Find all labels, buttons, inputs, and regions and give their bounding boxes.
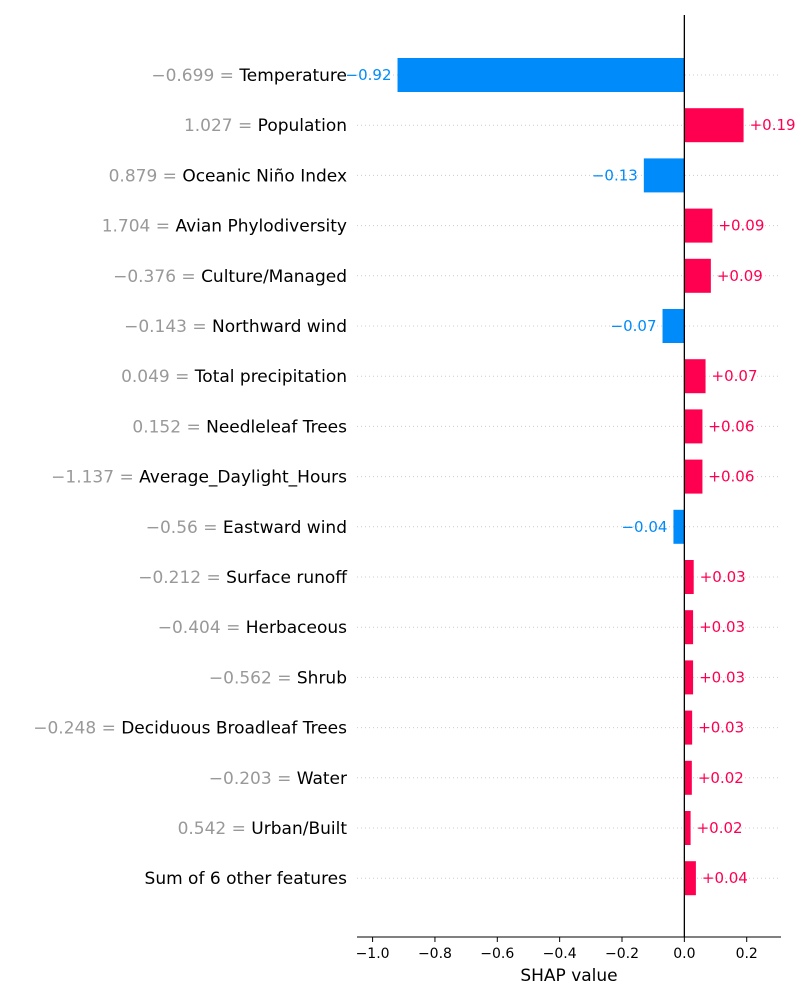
feature-value: −0.203 = <box>209 769 297 789</box>
bar <box>684 258 711 293</box>
x-tick-label: −0.6 <box>480 946 514 962</box>
feature-name: Herbaceous <box>246 618 347 638</box>
bar-value-label: +0.03 <box>698 719 744 737</box>
bar-value-label: −0.92 <box>346 66 392 84</box>
bar <box>684 710 693 745</box>
bar <box>684 811 691 845</box>
x-tick-label: −1.0 <box>356 946 390 962</box>
y-tick-label: −0.143 = Northward wind <box>124 317 347 337</box>
feature-value: 0.542 = <box>178 819 252 839</box>
y-tick-label: −0.376 = Culture/Managed <box>113 267 347 287</box>
bar-value-label: +0.03 <box>699 618 745 636</box>
feature-name: Avian Phylodiversity <box>175 217 347 237</box>
x-tick-label: −0.8 <box>418 946 452 962</box>
feature-value: 0.879 = <box>109 166 183 186</box>
bars <box>397 58 744 896</box>
x-axis-title: SHAP value <box>520 966 617 986</box>
bar-value-label: +0.06 <box>708 468 754 486</box>
feature-name: Eastward wind <box>223 518 347 538</box>
feature-name: Shrub <box>297 668 347 688</box>
bar <box>684 560 694 594</box>
feature-value: −0.699 = <box>151 66 239 86</box>
bar <box>684 660 694 695</box>
y-tick-label: 1.027 = Population <box>184 116 347 136</box>
y-tick-label: 1.704 = Avian Phylodiversity <box>102 217 347 237</box>
feature-name: Deciduous Broadleaf Trees <box>121 719 347 739</box>
row-guides <box>357 74 781 879</box>
x-tick-label: −0.4 <box>543 946 577 962</box>
bar-value-label: +0.09 <box>718 217 764 235</box>
feature-value: 0.152 = <box>132 417 206 437</box>
y-tick-label: −0.562 = Shrub <box>209 668 347 688</box>
bar-value-label: +0.07 <box>712 367 758 385</box>
feature-name: Temperature <box>238 66 347 86</box>
bar-value-label: +0.06 <box>708 417 754 435</box>
feature-name: Population <box>258 116 347 136</box>
bar <box>397 58 685 92</box>
bar <box>684 108 744 143</box>
bar <box>684 459 703 494</box>
bar <box>684 610 694 645</box>
bar-value-label: −0.04 <box>621 518 667 536</box>
bar-value-label: +0.04 <box>702 869 748 887</box>
y-tick-label: 0.542 = Urban/Built <box>178 819 348 839</box>
bar-labels: −0.92 +0.19 −0.13 +0.09 +0.09 −0.07 +0.07 +0.06… <box>346 66 796 887</box>
feature-value: 0.049 = <box>121 367 195 387</box>
y-tick-label: −0.203 = Water <box>209 769 347 789</box>
feature-value: −0.562 = <box>209 668 297 688</box>
y-tick-label: −0.212 = Surface runoff <box>138 568 348 588</box>
x-tick-label: −0.2 <box>605 946 639 962</box>
bar-value-label: +0.03 <box>699 668 745 686</box>
bar-value-label: +0.19 <box>750 116 796 134</box>
x-tick-label: 0.2 <box>736 946 758 962</box>
feature-value: −0.212 = <box>138 568 226 588</box>
y-tick-label: −0.699 = Temperature <box>151 66 347 86</box>
feature-name: Water <box>297 769 347 789</box>
bar-value-label: +0.09 <box>717 267 763 285</box>
bar <box>684 760 692 795</box>
bar <box>684 208 713 243</box>
feature-name: Total precipitation <box>194 367 347 387</box>
y-tick-label: Sum of 6 other features <box>145 869 348 889</box>
bar-value-label: +0.02 <box>697 819 743 837</box>
y-tick-label: −0.404 = Herbaceous <box>158 618 347 638</box>
feature-name: Culture/Managed <box>201 267 347 287</box>
bar-value-label: +0.02 <box>698 769 744 787</box>
feature-name: Average_Daylight_Hours <box>139 468 347 488</box>
x-ticks: −1.0 −0.8 −0.6 −0.4 −0.2 0.0 0.2 <box>356 937 758 962</box>
bar-value-label: −0.07 <box>611 317 657 335</box>
y-tick-label: 0.879 = Oceanic Niño Index <box>109 166 347 186</box>
feature-value: −1.137 = <box>51 468 139 488</box>
y-tick-label: −0.248 = Deciduous Broadleaf Trees <box>33 719 347 739</box>
feature-value: 1.704 = <box>102 217 176 237</box>
feature-name: Urban/Built <box>251 819 347 839</box>
feature-value: −0.404 = <box>158 618 246 638</box>
feature-name: Northward wind <box>212 317 347 337</box>
bar <box>684 861 696 896</box>
feature-name: Sum of 6 other features <box>145 869 348 889</box>
feature-value: −0.56 = <box>146 518 223 538</box>
feature-value: 1.027 = <box>184 116 258 136</box>
bar-value-label: −0.13 <box>592 166 638 184</box>
bar-value-label: +0.03 <box>700 568 746 586</box>
bar <box>673 509 685 544</box>
feature-name: Needleleaf Trees <box>206 417 347 437</box>
feature-value: −0.376 = <box>113 267 201 287</box>
feature-name: Surface runoff <box>226 568 348 588</box>
feature-value: −0.143 = <box>124 317 212 337</box>
bar <box>684 359 706 394</box>
bar <box>684 409 703 444</box>
y-axis-labels: −0.699 = Temperature 1.027 = Population 0.… <box>33 66 348 889</box>
y-tick-label: −1.137 = Average_Daylight_Hours <box>51 468 347 488</box>
x-axis: −1.0 −0.8 −0.6 −0.4 −0.2 0.0 0.2 <box>356 936 781 962</box>
x-tick-label: 0.0 <box>673 946 695 962</box>
y-tick-label: −0.56 = Eastward wind <box>146 518 347 538</box>
y-tick-label: 0.152 = Needleleaf Trees <box>132 417 347 437</box>
feature-name: Oceanic Niño Index <box>182 166 347 186</box>
bar <box>662 309 685 343</box>
bar <box>643 158 685 193</box>
feature-value: −0.248 = <box>33 719 121 739</box>
y-tick-label: 0.049 = Total precipitation <box>121 367 347 387</box>
